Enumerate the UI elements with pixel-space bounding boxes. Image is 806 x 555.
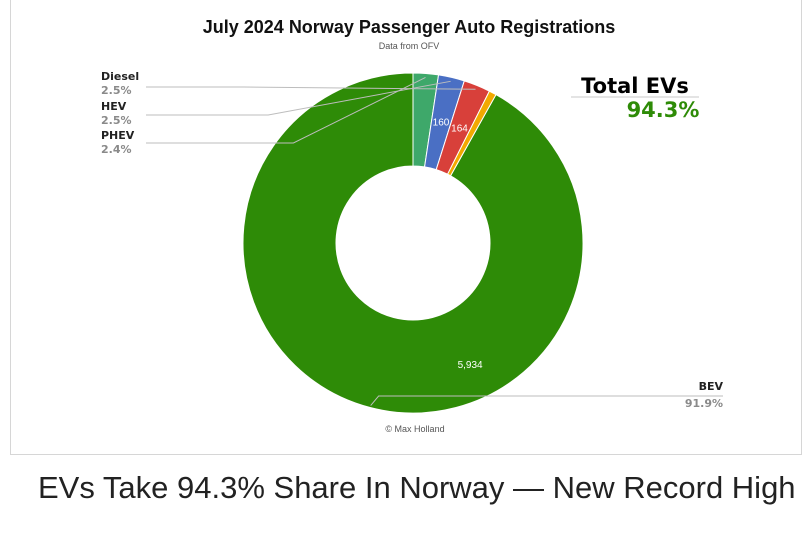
legend-percent-hev: 2.5% bbox=[101, 114, 132, 127]
data-label-diesel: 164 bbox=[451, 124, 468, 135]
legend-label-bev: BEV bbox=[699, 380, 724, 393]
leader-line-bev bbox=[370, 395, 723, 406]
total-evs-value: 94.3% bbox=[627, 98, 700, 122]
chart-title: July 2024 Norway Passenger Auto Registra… bbox=[203, 17, 615, 37]
legend-percent-bev: 91.9% bbox=[685, 397, 723, 410]
legend-label-phev: PHEV bbox=[101, 129, 135, 142]
leader-line-hev bbox=[146, 80, 451, 116]
article-headline[interactable]: EVs Take 94.3% Share In Norway — New Rec… bbox=[38, 470, 796, 505]
slice-petrol bbox=[446, 90, 497, 177]
legend-percent-phev: 2.4% bbox=[101, 143, 132, 156]
data-label-hev: 160 bbox=[433, 118, 450, 129]
leader-line-phev bbox=[146, 77, 426, 144]
chart-credit: © Max Holland bbox=[385, 424, 444, 434]
legend-label-hev: HEV bbox=[101, 100, 127, 113]
total-evs-label: Total EVs bbox=[581, 74, 689, 98]
chart-subtitle: Data from OFV bbox=[379, 41, 440, 51]
legend-label-diesel: Diesel bbox=[101, 70, 139, 83]
donut-chart: July 2024 Norway Passenger Auto Registra… bbox=[101, 17, 724, 434]
legend-percent-diesel: 2.5% bbox=[101, 84, 132, 97]
data-label-bev: 5,934 bbox=[458, 360, 483, 371]
chart-card: July 2024 Norway Passenger Auto Registra… bbox=[10, 0, 802, 455]
slice-bev bbox=[242, 72, 584, 414]
leader-line-diesel bbox=[146, 86, 476, 90]
